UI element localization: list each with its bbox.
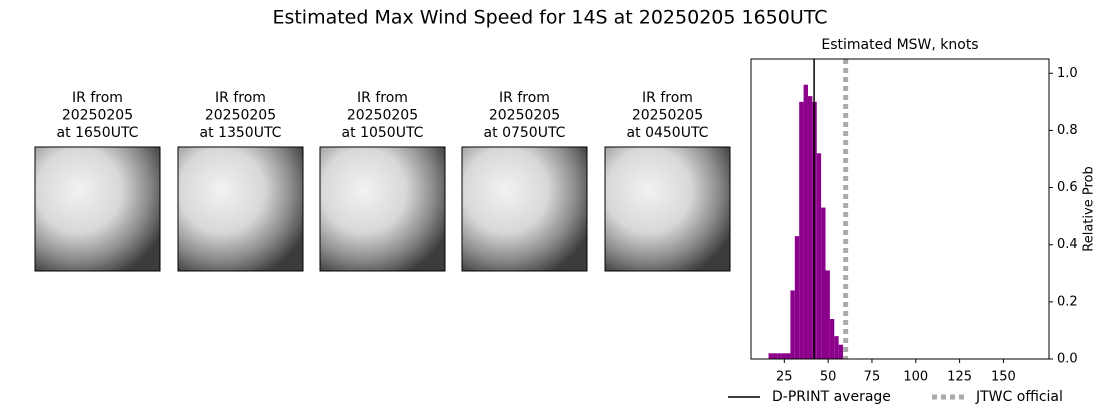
panel-title: 20250205 <box>489 108 560 124</box>
bar <box>772 353 778 359</box>
y-axis-label: Relative Prob <box>1082 166 1097 251</box>
y-tick-label: 0.8 <box>1057 123 1078 138</box>
y-tick-label: 0.0 <box>1057 352 1078 367</box>
legend-label: D-PRINT average <box>772 389 891 405</box>
y-tick-label: 1.0 <box>1057 66 1078 81</box>
y-tick-label: 0.4 <box>1057 237 1078 252</box>
bar <box>799 101 804 359</box>
panel-title: at 1050UTC <box>342 125 424 141</box>
axis-title: Estimated MSW, knots <box>821 37 978 53</box>
bar <box>768 353 773 359</box>
panel-title: IR from <box>642 90 693 106</box>
bar <box>786 353 791 359</box>
x-tick-label: 100 <box>903 370 928 385</box>
y-tick-label: 0.2 <box>1057 294 1078 309</box>
bar <box>794 236 800 359</box>
panel-title: 20250205 <box>347 108 418 124</box>
bar <box>838 344 844 359</box>
panel-title: IR from <box>72 90 123 106</box>
panel-title: at 0450UTC <box>627 125 709 141</box>
panel-title: IR from <box>215 90 266 106</box>
panel-title: 20250205 <box>632 108 703 124</box>
panel-title: at 1350UTC <box>200 125 282 141</box>
bar <box>825 270 830 359</box>
panel-title: 20250205 <box>62 108 133 124</box>
ir-image <box>177 146 304 272</box>
bar <box>821 207 826 359</box>
plot-frame <box>750 58 1050 360</box>
bar <box>777 353 782 359</box>
panel-title: 20250205 <box>205 108 276 124</box>
x-tick-label: 125 <box>947 370 972 385</box>
bar <box>829 319 835 359</box>
figure-title: Estimated Max Wind Speed for 14S at 2025… <box>272 7 827 29</box>
y-tick-label: 0.6 <box>1057 180 1078 195</box>
ir-image <box>604 146 731 272</box>
bar <box>816 153 822 359</box>
panel-title: IR from <box>499 90 550 106</box>
panel-title: at 0750UTC <box>484 125 566 141</box>
ir-image <box>461 146 588 272</box>
panel-title: IR from <box>357 90 408 106</box>
bar <box>803 84 808 359</box>
x-tick-label: 150 <box>991 370 1016 385</box>
x-tick-label: 50 <box>820 370 837 385</box>
bar <box>781 353 787 359</box>
legend-label: JTWC official <box>975 389 1063 405</box>
bar <box>807 96 813 360</box>
ir-image <box>34 146 161 272</box>
x-tick-label: 25 <box>776 370 793 385</box>
bar <box>834 336 839 359</box>
panel-title: at 1650UTC <box>57 125 139 141</box>
x-tick-label: 75 <box>864 370 881 385</box>
bar <box>790 290 795 359</box>
ir-image <box>319 146 446 272</box>
